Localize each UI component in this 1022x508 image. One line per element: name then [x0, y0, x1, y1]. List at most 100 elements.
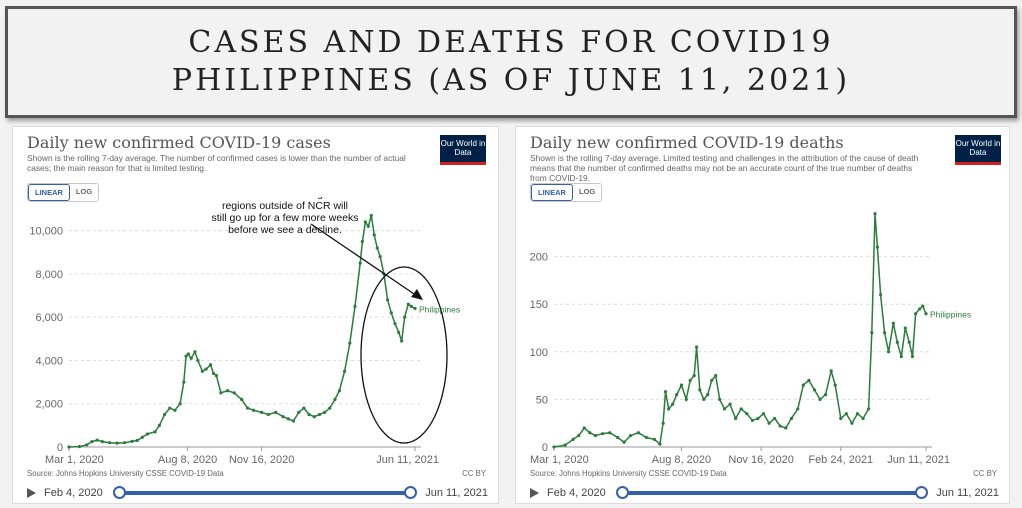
owid-logo[interactable]: Our World in Data: [440, 135, 486, 165]
data-point: [90, 439, 94, 444]
data-point: [182, 380, 186, 384]
timeline-track[interactable]: [112, 486, 418, 499]
license-label[interactable]: CC BY: [973, 469, 997, 478]
data-point: [286, 417, 290, 421]
data-point: [895, 340, 899, 344]
timeline-end-handle[interactable]: [404, 486, 418, 499]
data-point: [728, 402, 732, 406]
play-icon[interactable]: [27, 488, 36, 498]
timeline-slider[interactable]: Feb 4, 2020 Jun 11, 2021: [25, 485, 488, 501]
data-point: [756, 416, 760, 421]
x-tick-label: Jun 11, 2021: [887, 454, 950, 466]
y-tick-label: 4,000: [35, 355, 63, 367]
data-point: [807, 378, 811, 382]
data-point: [67, 445, 71, 449]
data-point: [145, 432, 150, 436]
timeline-start-label: Feb 4, 2020: [547, 487, 606, 499]
data-point: [232, 391, 236, 395]
timeline-start-handle[interactable]: [615, 486, 629, 499]
cases-line-chart[interactable]: 0 2,000 4,000 6,000 8,000 10,000 Mar 1, 2020 Au…: [13, 197, 499, 467]
data-point: [378, 255, 382, 259]
data-point: [186, 352, 190, 356]
data-point: [891, 321, 895, 325]
data-point: [812, 388, 817, 392]
y-tick-label: 0: [57, 442, 63, 454]
data-point: [204, 367, 208, 371]
data-point: [353, 304, 357, 308]
x-tick-label: Aug 8, 2020: [652, 454, 711, 466]
data-point: [582, 426, 586, 430]
data-point: [867, 407, 871, 411]
data-point: [337, 389, 342, 393]
owid-logo[interactable]: Our World in Data: [955, 135, 1001, 165]
data-point: [400, 339, 404, 343]
y-tick-label: 10,000: [29, 226, 63, 238]
data-point: [389, 311, 393, 315]
data-point: [369, 213, 373, 218]
data-point: [784, 426, 788, 430]
data-point: [333, 397, 337, 401]
data-point: [714, 374, 718, 378]
chart-source[interactable]: Source: Johns Hopkins University CSSE CO…: [530, 469, 727, 478]
data-point: [135, 438, 139, 443]
play-icon[interactable]: [530, 488, 539, 498]
data-point: [211, 371, 216, 376]
data-point: [240, 397, 244, 401]
annotation-text: still go up for a few more weeks: [211, 212, 358, 224]
license-label[interactable]: CC BY: [462, 469, 486, 478]
data-point: [77, 444, 81, 449]
data-point: [608, 431, 612, 435]
page-banner: CASES AND DEATHS FOR COVID19 PHILIPPINES…: [5, 6, 1017, 118]
data-point: [818, 397, 822, 401]
timeline-end-handle[interactable]: [915, 486, 929, 499]
data-point: [260, 410, 264, 414]
data-point: [870, 331, 874, 335]
data-point: [153, 430, 157, 434]
data-point: [924, 312, 928, 316]
scale-linear-button[interactable]: LINEAR: [531, 184, 573, 201]
data-point: [861, 416, 865, 421]
data-point: [413, 306, 417, 311]
timeline-track[interactable]: [615, 486, 929, 499]
annotation-text: New cases shifting to: [235, 197, 334, 200]
timeline-slider[interactable]: Feb 4, 2020 Jun 11, 2021: [528, 485, 999, 501]
annotation-text: before we see a decline.: [228, 224, 342, 236]
deaths-line-chart[interactable]: 0 50 100 150 200 Mar 1, 2020 Aug 8, 2020 Nov 16…: [516, 197, 1010, 467]
data-point: [761, 412, 766, 416]
chart-source[interactable]: Source: Johns Hopkins University CSSE CO…: [27, 469, 224, 478]
data-point: [921, 304, 925, 308]
chart-title: Daily new confirmed COVID-19 cases: [27, 133, 331, 152]
data-point: [168, 406, 172, 410]
data-point: [173, 408, 177, 412]
scale-log-button[interactable]: LOG: [578, 187, 596, 196]
data-point: [588, 431, 592, 435]
data-point: [563, 443, 567, 447]
data-point: [658, 442, 662, 446]
data-point: [875, 245, 880, 249]
data-point: [214, 374, 219, 378]
data-point: [108, 441, 112, 445]
data-point: [679, 383, 684, 387]
data-point: [184, 354, 188, 358]
x-tick-label: Nov 16, 2020: [728, 454, 793, 466]
data-point: [671, 402, 675, 406]
data-point: [266, 412, 270, 417]
y-tick-label: 2,000: [35, 399, 63, 411]
deaths-chart-panel: Daily new confirmed COVID-19 deaths Show…: [515, 126, 1010, 504]
y-tick-label: 0: [542, 442, 548, 454]
data-point: [245, 406, 250, 410]
data-point: [593, 433, 598, 438]
data-point: [829, 369, 833, 373]
scale-toggle: LINEAR LOG: [530, 183, 603, 202]
timeline-start-handle[interactable]: [112, 486, 126, 499]
data-point: [675, 393, 679, 397]
cases-chart-panel: Daily new confirmed COVID-19 cases Shown…: [12, 126, 499, 504]
data-point: [251, 408, 256, 412]
data-point: [734, 416, 738, 421]
data-point: [833, 383, 837, 387]
x-tick-label: Feb 24, 2021: [808, 454, 873, 466]
y-tick-label: 150: [530, 299, 548, 311]
data-point: [348, 341, 352, 345]
scale-log-button[interactable]: LOG: [75, 187, 93, 196]
scale-linear-button[interactable]: LINEAR: [28, 184, 70, 201]
